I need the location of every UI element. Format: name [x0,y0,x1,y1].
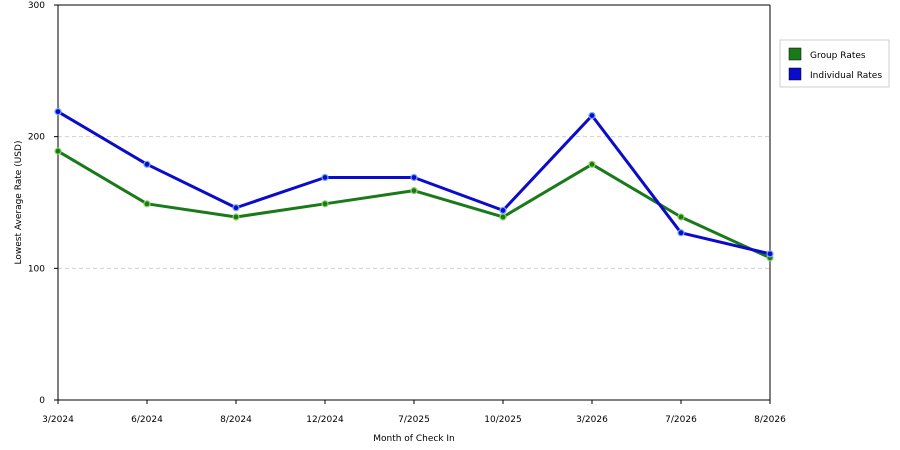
x-tick-label: 8/2026 [754,415,786,425]
y-tick-label: 0 [39,396,45,406]
x-tick-label: 12/2024 [306,415,344,425]
legend-label-group-rates: Group Rates [810,51,866,61]
data-point-individual-rates [410,173,418,182]
x-tick-label: 8/2024 [220,415,252,425]
x-axis-title: Month of Check In [373,434,455,444]
x-tick-label: 10/2025 [484,415,521,425]
data-point-individual-rates [321,173,329,182]
axes [54,4,771,404]
data-point-group-rates [143,200,151,208]
legend-swatch-individual-rates [788,67,802,81]
legend: Group Rates Individual Rates [779,39,890,88]
legend-label-individual-rates: Individual Rates [810,71,882,81]
x-tick-label: 7/2026 [665,415,697,425]
x-tick-label: 7/2025 [398,415,430,425]
data-point-individual-rates [54,108,62,116]
data-point-individual-rates [499,206,507,214]
data-point-individual-rates [143,160,151,168]
data-point-group-rates [677,213,685,221]
data-point-group-rates [54,147,62,155]
y-tick-label: 200 [28,133,45,143]
grid-lines [58,136,770,269]
y-axis-title: Lowest Average Rate (USD) [14,141,24,265]
tick-labels: 0 100 200 300 3/2024 6/2024 8/2024 12/2024 7/202… [28,1,786,425]
data-point-group-rates [499,213,507,221]
data-point-group-rates [321,200,329,208]
data-point-individual-rates [588,111,596,120]
data-point-group-rates [588,160,596,168]
y-tick-label: 300 [28,1,45,11]
data-point-group-rates [410,187,418,195]
data-point-individual-rates [766,250,774,258]
legend-swatch-group-rates [788,47,802,61]
data-point-individual-rates [677,229,685,237]
data-point-individual-rates [232,204,240,212]
series-lines [54,108,774,262]
x-tick-label: 3/2024 [42,415,74,425]
x-tick-label: 3/2026 [576,415,608,425]
series-line-individual-rates [57,110,771,256]
x-tick-label: 6/2024 [131,415,163,425]
data-point-group-rates [232,213,240,221]
series-line-group-rates [57,149,771,260]
y-tick-label: 100 [28,264,45,274]
